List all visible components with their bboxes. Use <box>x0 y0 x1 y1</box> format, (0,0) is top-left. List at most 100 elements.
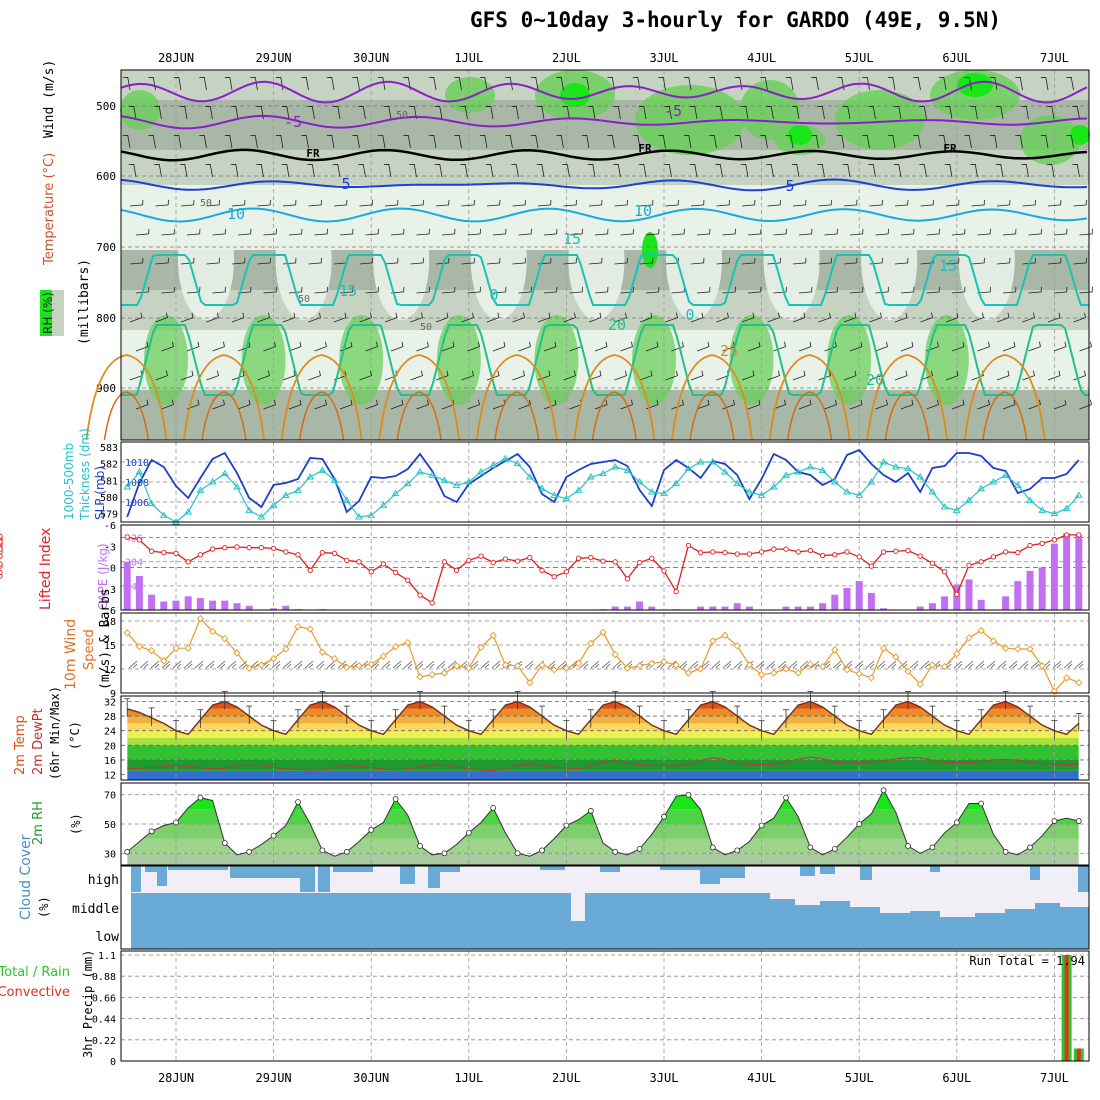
wind-barb <box>530 77 539 91</box>
wind-barb <box>818 199 832 207</box>
isotherm-5 <box>120 178 1088 192</box>
wind-barb <box>390 399 404 410</box>
rh-moist-column <box>729 315 774 405</box>
rh-plume <box>958 200 1015 320</box>
precip-tick-label: 0.66 <box>92 993 116 1004</box>
wind-barb <box>155 370 168 381</box>
thickness-point <box>818 466 827 473</box>
wind-barb <box>250 77 258 91</box>
cape-bar <box>745 606 753 610</box>
wind-barb <box>1079 228 1093 236</box>
wind-barb <box>377 77 386 91</box>
wind-barb <box>224 135 233 149</box>
isotherm-label: 10 <box>634 202 652 220</box>
precip-tick-label: 0.22 <box>92 1036 116 1047</box>
rh-point <box>270 832 277 839</box>
isotherm-25-arc <box>475 354 558 441</box>
cloud-high-bar <box>318 866 330 892</box>
isotherm-freezing <box>120 148 1088 162</box>
thickness-point <box>660 489 668 497</box>
wind-barb <box>1072 164 1080 178</box>
cape-bar <box>843 587 851 610</box>
wind-speed-point <box>282 645 290 653</box>
surface-wind-barb <box>183 660 193 669</box>
wind-speed-point <box>916 680 924 688</box>
thickness-point <box>989 478 998 485</box>
isotherm-label: FR <box>943 142 957 155</box>
wind-barb <box>308 312 321 323</box>
temp-axis-label-c: (6hr Min/Max) <box>48 686 62 780</box>
cape-bar <box>160 601 168 610</box>
wind-barb <box>938 135 947 149</box>
temp-tick-label: 16 <box>104 756 116 767</box>
wind-barb <box>479 135 488 149</box>
wind-barb <box>1028 399 1041 410</box>
wind-barb <box>441 228 456 236</box>
isotherm-30-arc <box>103 391 150 441</box>
thickness-point <box>416 468 424 475</box>
wind-barb <box>613 164 621 178</box>
wind-barb <box>798 341 812 352</box>
lifted-index-point <box>234 544 240 550</box>
cape-axis-label: CAPE (J/kg) <box>96 543 110 610</box>
wind-barb <box>645 286 660 294</box>
surface-wind-barb <box>832 660 842 669</box>
li-axis-label: Lifted Index <box>38 528 54 610</box>
wind-barb <box>441 341 455 352</box>
wind-barb <box>842 106 851 120</box>
wind-barb <box>696 228 711 236</box>
wind-barb <box>416 341 429 352</box>
wind-barb <box>518 228 532 236</box>
wind-barb <box>849 399 863 410</box>
thickness-point <box>843 488 851 495</box>
wind-barb <box>505 135 513 149</box>
cloud-high-bar <box>540 866 565 870</box>
rh-point <box>539 847 545 854</box>
wind-barb <box>875 228 889 236</box>
lifted-index-point <box>600 558 606 564</box>
precip-convective-bar <box>1064 955 1069 1061</box>
rh-point <box>783 794 789 801</box>
wind-axis-label: Wind (m/s) <box>42 60 57 138</box>
wind-barb <box>257 199 271 207</box>
wind-barb <box>639 312 653 323</box>
lifted-index-point <box>1076 532 1082 538</box>
wind-barb <box>658 77 666 91</box>
cape-bar <box>221 600 229 610</box>
date-label-top: 7JUL <box>1040 51 1069 65</box>
rh-plume <box>763 200 820 320</box>
lifted-index-point <box>270 545 277 552</box>
cloud-high-bar <box>168 866 228 870</box>
rh-point <box>441 850 448 857</box>
wind-barb <box>977 399 990 410</box>
wind-barb <box>454 77 462 91</box>
wind-barb <box>518 286 532 294</box>
wind-barb <box>926 399 939 410</box>
wind-barb <box>212 341 225 352</box>
wind-barb <box>556 135 564 149</box>
wind-speed-point <box>721 631 729 640</box>
wind-barb <box>486 199 501 207</box>
wind-barb <box>281 164 290 178</box>
thickness-point <box>513 459 522 467</box>
thickness-point <box>306 473 315 480</box>
lifted-index-point <box>588 554 594 561</box>
thickness-point <box>721 468 729 475</box>
lifted-index-point <box>0 561 3 567</box>
wind-barb <box>588 312 602 323</box>
wind-barb <box>333 312 347 323</box>
wind-barb <box>869 199 883 207</box>
surface-wind-barb <box>205 660 215 669</box>
wind-barb <box>257 370 270 381</box>
lifted-index-point <box>1063 532 1070 538</box>
lifted-index-point <box>551 574 557 580</box>
wind-barb <box>365 399 378 410</box>
wind-speed-point <box>953 650 961 658</box>
wind-barb <box>587 106 596 120</box>
wind-barb <box>620 399 633 410</box>
wind-barb <box>791 164 800 178</box>
cloud-level-label: low <box>96 930 120 945</box>
cloud-middle-fill <box>820 901 850 921</box>
wind-speed-point <box>294 622 302 631</box>
wind-barb <box>785 77 794 91</box>
